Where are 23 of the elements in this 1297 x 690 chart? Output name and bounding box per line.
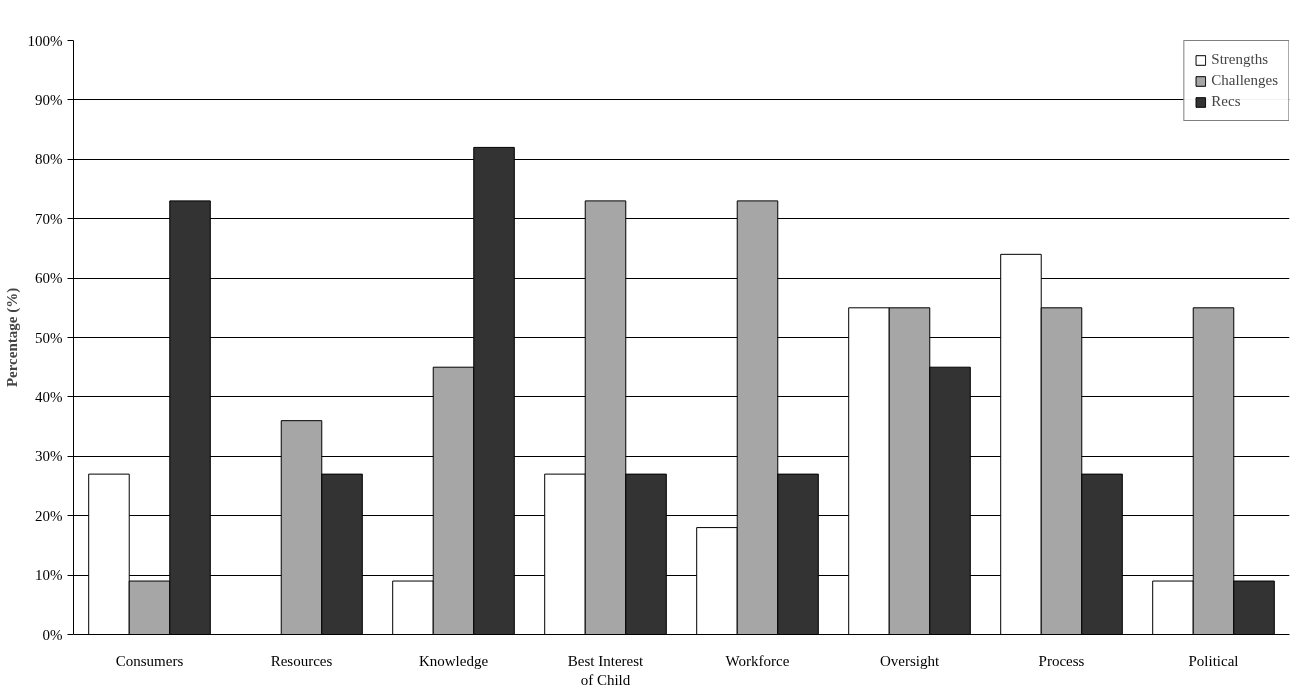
y-tick-label: 80% — [35, 151, 63, 168]
legend-label: Strengths — [1211, 51, 1269, 68]
y-tick-label: 60% — [35, 270, 63, 287]
y-tick-label: 100% — [27, 32, 63, 49]
legend-label: Challenges — [1211, 72, 1278, 89]
x-tick-label: Process — [1038, 652, 1085, 669]
x-tick-label: Resources — [270, 652, 333, 669]
y-tick-label: 20% — [35, 507, 63, 524]
x-tick-label: Knowledge — [418, 652, 489, 669]
y-tick-label: 70% — [35, 210, 63, 227]
x-tick-label: Political — [1188, 652, 1239, 669]
x-tick-label: Consumers — [115, 652, 184, 669]
y-axis-title: Percentage (%) — [3, 287, 21, 388]
y-tick-label: 30% — [35, 448, 63, 465]
x-tick-label: Best Interest of Child — [567, 652, 645, 688]
y-tick-label: 10% — [35, 567, 63, 584]
y-tick-label: 0% — [42, 626, 63, 643]
x-tick-label: Workforce — [725, 652, 790, 669]
y-tick-label: 40% — [35, 388, 63, 405]
x-tick-label: Oversight — [879, 652, 940, 669]
y-tick-label: 50% — [35, 329, 63, 346]
y-tick-label: 90% — [35, 91, 63, 108]
legend-label: Recs — [1211, 93, 1241, 110]
